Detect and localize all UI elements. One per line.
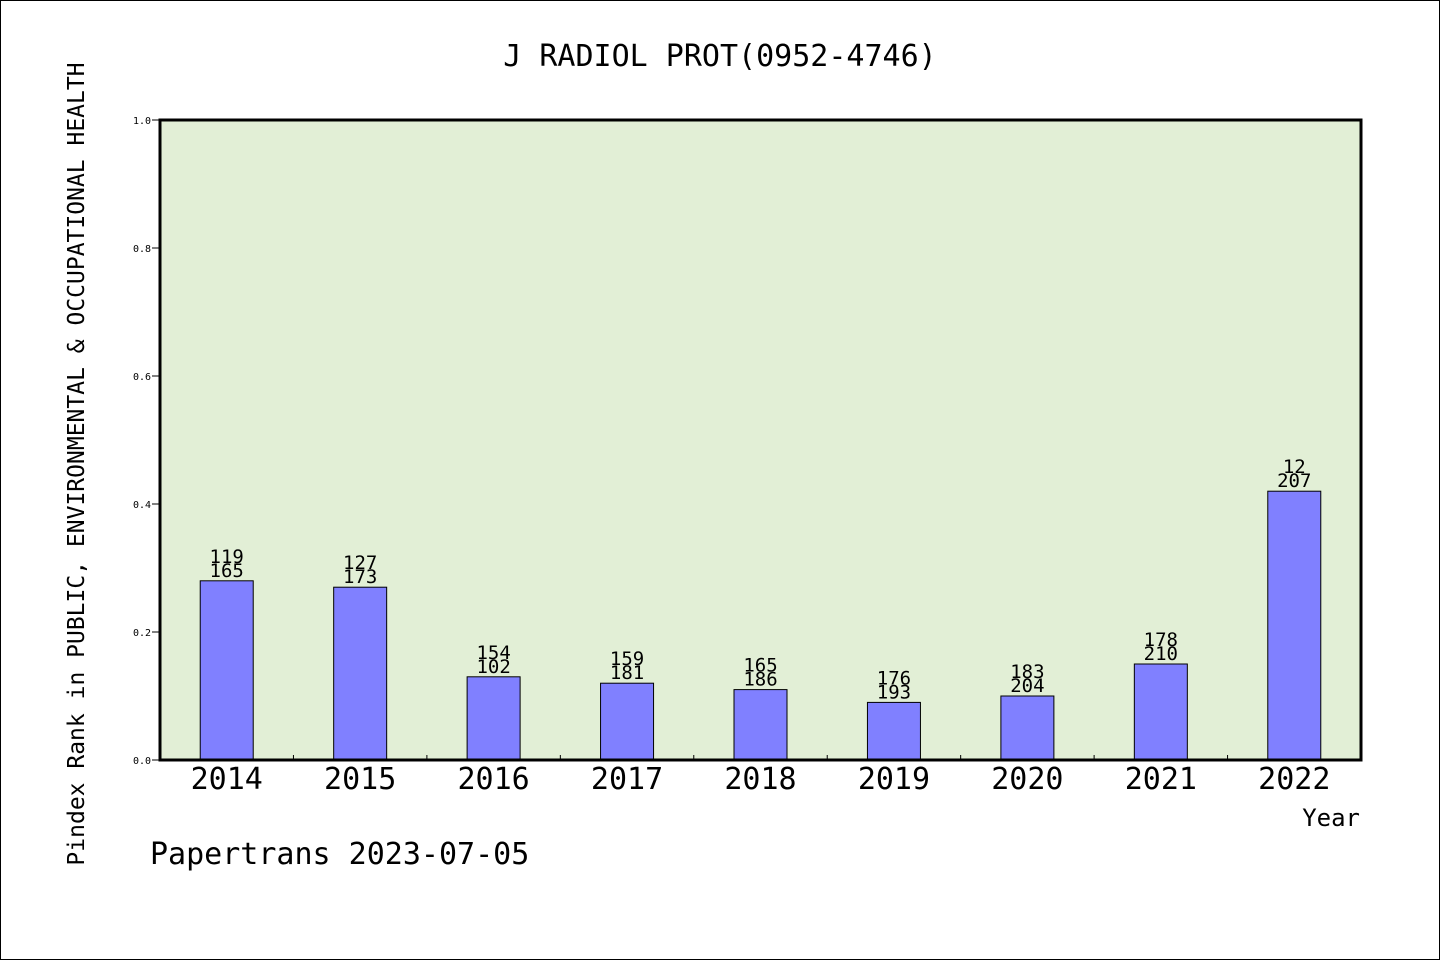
y-axis: 0.0 0.2 0.4 0.6 0.8 1.0 — [133, 116, 160, 767]
y-tick-label: 0.6 — [133, 372, 151, 383]
bar-2014 — [199, 580, 254, 761]
x-axis: 2014 2015 2016 2017 2018 2019 2020 2021 2022 — [191, 755, 1330, 797]
y-tick-label: 1.0 — [133, 116, 151, 127]
x-tick-label-2022: 2022 — [1258, 762, 1330, 797]
bar-2017 — [600, 682, 655, 761]
x-tick-label-2018: 2018 — [724, 762, 796, 797]
plot-border — [158, 118, 1363, 762]
footer-credit: Papertrans 2023-07-05 — [150, 837, 529, 872]
x-tick-label-2019: 2019 — [858, 762, 930, 797]
bar-label-top-2022: 12 — [1283, 456, 1306, 478]
y-tick-label: 0.2 — [133, 628, 151, 639]
x-tick-label-2020: 2020 — [991, 762, 1063, 797]
y-axis-label: Pindex Rank in PUBLIC, ENVIRONMENTAL & O… — [64, 62, 90, 865]
bar-2016 — [466, 676, 521, 761]
bar-label-top-2018: 165 — [743, 655, 777, 677]
y-tick-label: 0.4 — [133, 500, 151, 511]
bars-group — [199, 490, 1322, 761]
bar-label-top-2021: 178 — [1144, 629, 1178, 651]
bar-label-bottom-2018: 186 — [743, 669, 777, 691]
bar-label-top-2016: 154 — [476, 642, 510, 664]
bar-label-bottom-2016: 102 — [476, 656, 510, 678]
chart-title: J RADIOL PROT(0952-4746) — [503, 39, 936, 74]
y-tick-label: 0.8 — [133, 244, 151, 255]
bar-2021 — [1133, 663, 1188, 761]
bar-label-bottom-2021: 210 — [1144, 643, 1178, 665]
bar-label-top-2014: 119 — [210, 546, 244, 568]
y-tick-label: 0.0 — [133, 756, 151, 767]
x-tick-label-2021: 2021 — [1125, 762, 1197, 797]
x-tick-label-2016: 2016 — [457, 762, 529, 797]
bar-label-top-2019: 176 — [877, 667, 911, 689]
bar-label-top-2015: 127 — [343, 552, 377, 574]
x-axis-label: Year — [1302, 804, 1360, 832]
bar-label-top-2020: 183 — [1010, 661, 1044, 683]
bar-label-bottom-2014: 165 — [210, 560, 244, 582]
bar-label-bottom-2020: 204 — [1010, 675, 1044, 697]
bar-2020 — [1000, 695, 1055, 761]
bar-label-bottom-2022: 207 — [1277, 470, 1311, 492]
bar-2022 — [1267, 490, 1322, 761]
bar-2018 — [733, 689, 788, 761]
bar-label-bottom-2019: 193 — [877, 681, 911, 703]
x-tick-label-2014: 2014 — [191, 762, 263, 797]
bar-2015 — [333, 586, 388, 761]
bar-label-bottom-2015: 173 — [343, 566, 377, 588]
x-tick-label-2015: 2015 — [324, 762, 396, 797]
x-tick-label-2017: 2017 — [591, 762, 663, 797]
bar-label-bottom-2017: 181 — [610, 662, 644, 684]
bar-label-top-2017: 159 — [610, 648, 644, 670]
bar-2019 — [866, 701, 921, 761]
